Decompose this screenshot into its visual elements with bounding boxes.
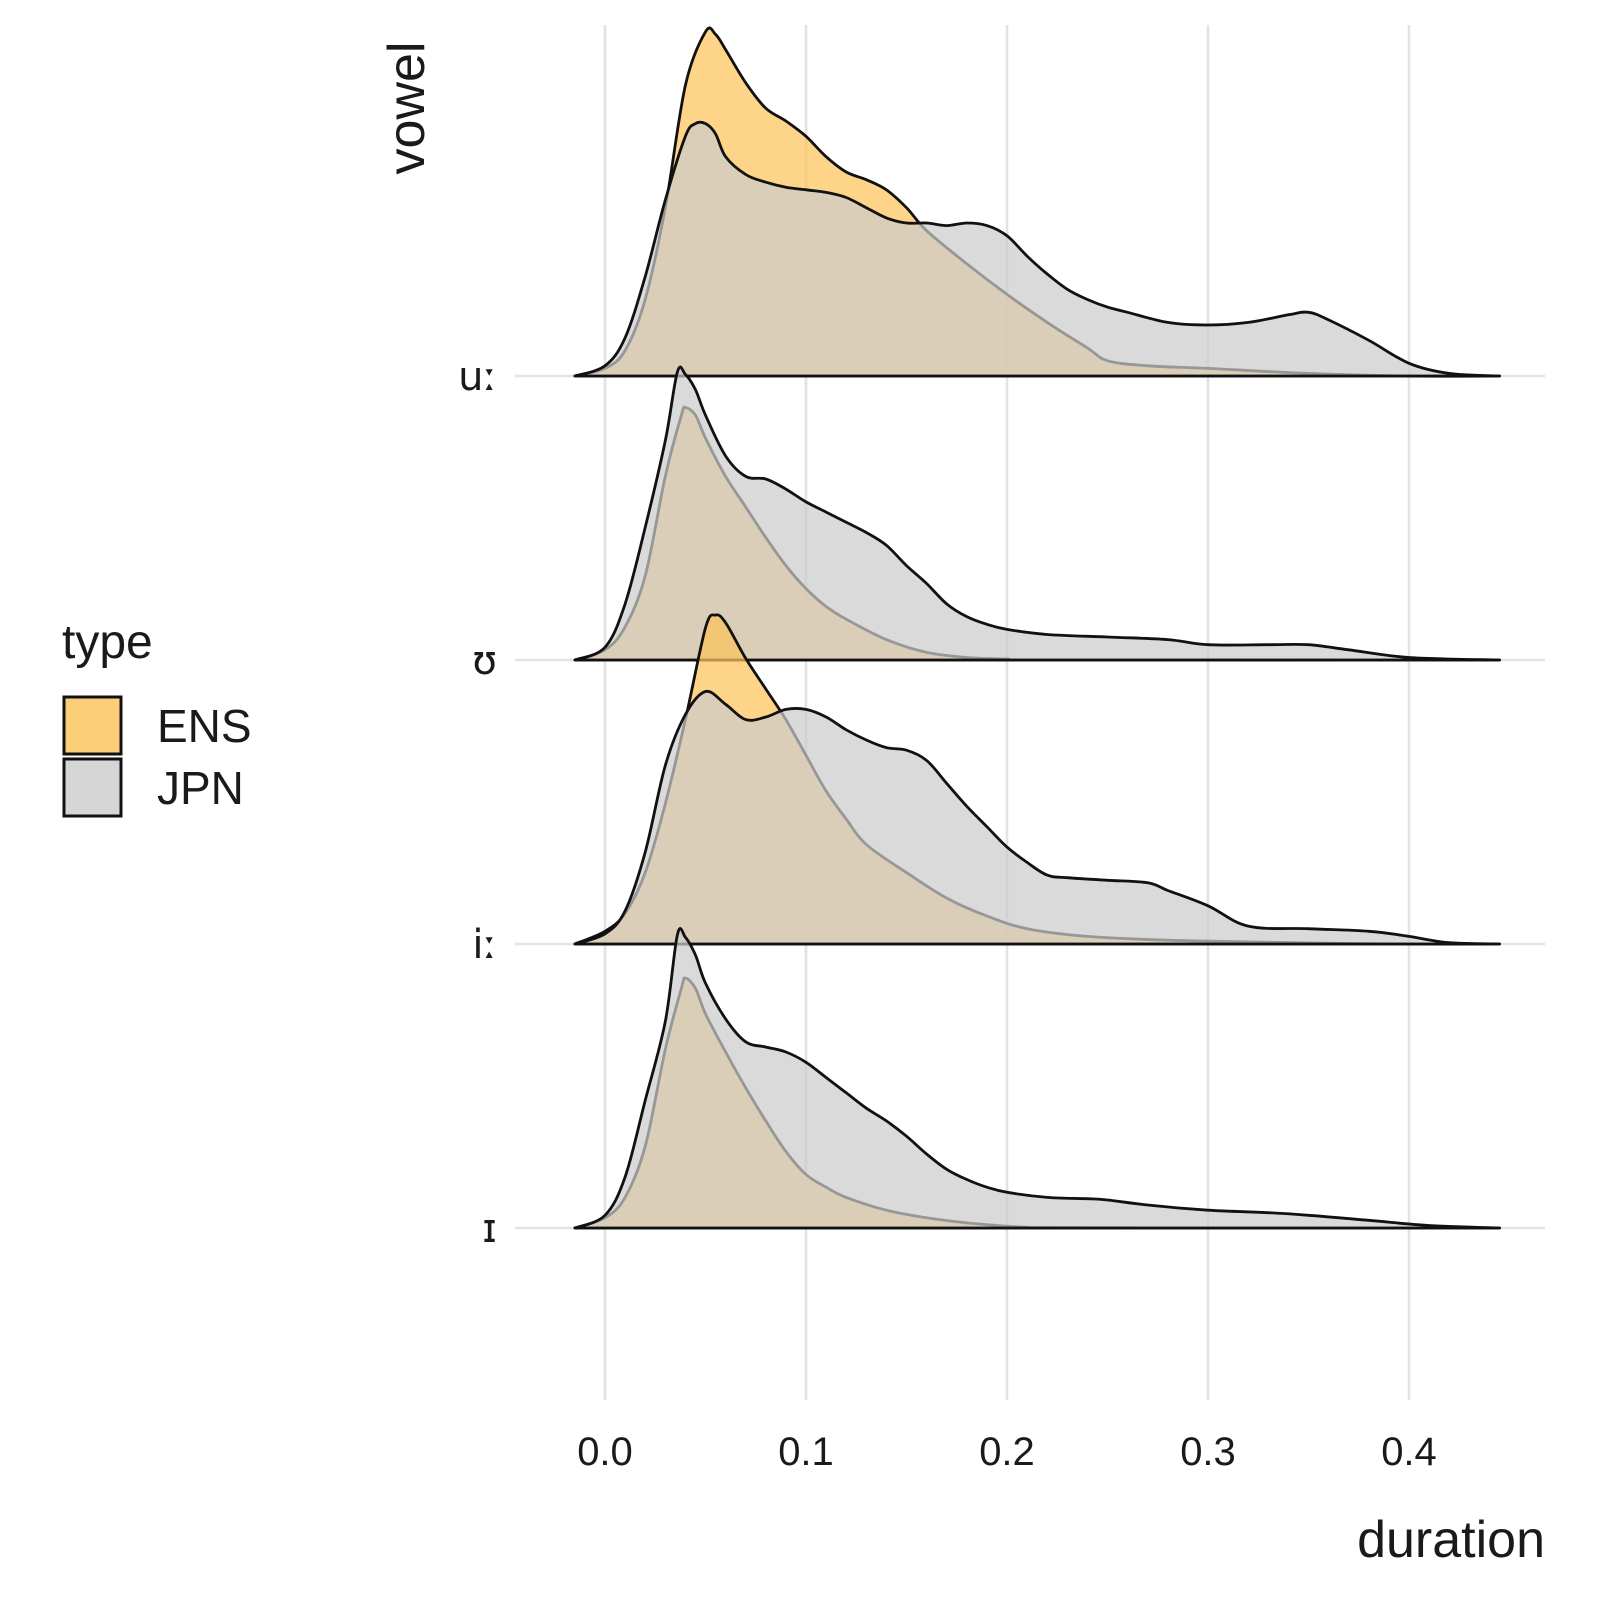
density-jpn-3 [573, 120, 1501, 378]
x-tick-label-3: 0.3 [1180, 1430, 1236, 1474]
legend: type ENS JPN [62, 616, 252, 818]
y-tick-label-2: ʊ [472, 638, 497, 684]
legend-label-jpn: JPN [157, 762, 244, 814]
y-tick-label-3: uː [458, 354, 497, 400]
x-tick-label-4: 0.4 [1381, 1430, 1437, 1474]
x-tick-label-2: 0.2 [979, 1430, 1035, 1474]
legend-entries: ENS JPN [62, 695, 252, 818]
legend-swatch-jpn [62, 757, 123, 818]
legend-swatch-ens [62, 695, 123, 756]
x-tick-label-1: 0.1 [778, 1430, 834, 1474]
density-jpn-0 [573, 927, 1501, 1230]
x-tick-label-0: 0.0 [577, 1430, 633, 1474]
y-axis-title: vowel [378, 42, 436, 175]
ridge-group-1 [573, 613, 1501, 946]
y-tick-labels: ɪ iː ʊ uː [458, 354, 497, 1252]
legend-label-ens: ENS [157, 700, 252, 752]
x-tick-labels: 0.0 0.1 0.2 0.3 0.4 [577, 1430, 1437, 1474]
ridge-group-3 [573, 26, 1501, 378]
legend-title: type [62, 616, 153, 669]
x-axis-title: duration [1357, 1511, 1545, 1569]
y-tick-label-1: iː [472, 922, 497, 968]
ridge-group-0 [573, 927, 1501, 1230]
density-jpn-2 [573, 365, 1501, 662]
y-tick-label-0: ɪ [482, 1206, 497, 1252]
ridge-group-2 [573, 365, 1501, 662]
density-jpn-1 [573, 689, 1501, 946]
ridges [573, 26, 1501, 1230]
